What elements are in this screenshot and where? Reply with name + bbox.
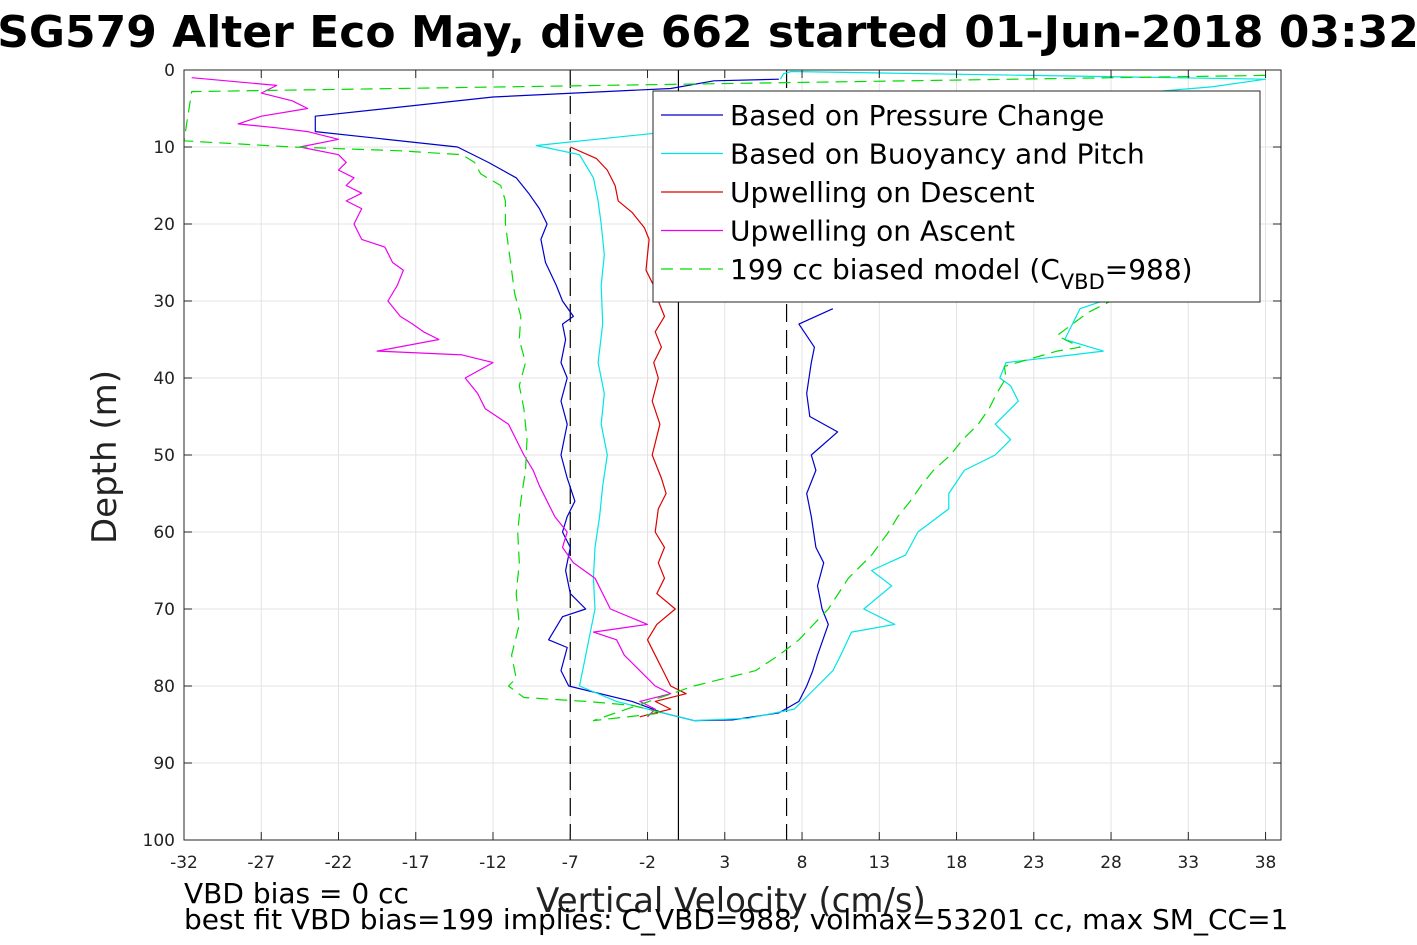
y-tick-label: 80 <box>153 677 175 697</box>
x-tick-label: 33 <box>1177 853 1199 873</box>
series-line-4 <box>183 74 1266 722</box>
legend-entry: Upwelling on Descent <box>730 176 1035 209</box>
vbd-bias-note: VBD bias = 0 cc <box>184 877 409 910</box>
x-tick-label: 18 <box>946 853 968 873</box>
x-tick-label: 38 <box>1255 853 1277 873</box>
series-line-2 <box>570 146 687 718</box>
axis-ticks: -32 -27 -22 -17 -12 -7 -2 3 8 13 18 23 28 33 380102030… <box>143 61 1281 873</box>
y-tick-label: 50 <box>153 446 175 466</box>
x-axis-label: Vertical Velocity (cm/s) <box>536 881 926 921</box>
x-tick-label: -2 <box>639 853 656 873</box>
legend-entry: 199 cc biased model (CVBD=988) <box>730 253 1193 294</box>
x-tick-label: 28 <box>1100 853 1122 873</box>
y-tick-label: 40 <box>153 369 175 389</box>
y-tick-label: 100 <box>143 831 175 851</box>
x-tick-label: 3 <box>719 853 730 873</box>
x-tick-label: -27 <box>247 853 275 873</box>
x-tick-label: -32 <box>170 853 198 873</box>
y-tick-label: 70 <box>153 600 175 620</box>
y-tick-label: 10 <box>153 138 175 158</box>
y-tick-label: 0 <box>164 61 175 81</box>
x-tick-label: -22 <box>325 853 353 873</box>
legend-entry: Based on Pressure Change <box>730 99 1104 132</box>
x-tick-label: -12 <box>479 853 507 873</box>
chart-title: SG579 Alter Eco May, dive 662 started 01… <box>0 7 1417 58</box>
y-tick-label: 90 <box>153 754 175 774</box>
series-line-3 <box>191 77 672 718</box>
series-line-1 <box>535 70 1267 722</box>
y-tick-label: 30 <box>153 292 175 312</box>
y-tick-label: 60 <box>153 523 175 543</box>
x-tick-label: -7 <box>562 853 579 873</box>
series-line-0 <box>314 78 839 722</box>
legend-entry: Upwelling on Ascent <box>730 215 1015 248</box>
y-tick-label: 20 <box>153 215 175 235</box>
legend-box <box>652 90 1261 303</box>
x-tick-label: 23 <box>1023 853 1045 873</box>
legend-entry: Based on Buoyancy and Pitch <box>730 138 1145 171</box>
x-tick-label: 13 <box>868 853 890 873</box>
series-lines <box>183 70 1267 722</box>
y-axis-label: Depth (m) <box>85 370 125 544</box>
x-tick-label: 8 <box>797 853 808 873</box>
best-fit-note: best fit VBD bias=199 implies: C_VBD=988… <box>184 903 1288 936</box>
legend: Based on Pressure Change Based on Buoyanc… <box>652 90 1261 303</box>
x-tick-label: -17 <box>402 853 430 873</box>
